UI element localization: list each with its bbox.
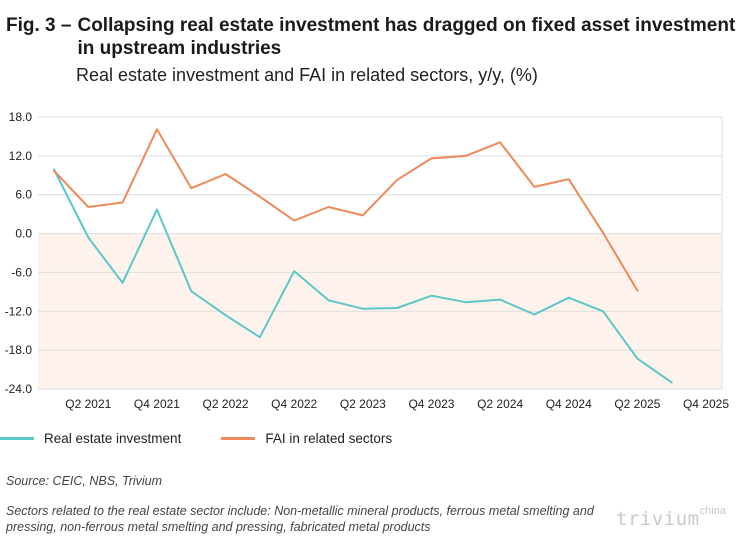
x-tick-label: Q4 2024 — [546, 397, 592, 411]
chart-title: Fig. 3 – Collapsing real estate investme… — [6, 14, 746, 60]
brand-sup: china — [699, 504, 726, 517]
brand-logo: triviumchina — [616, 504, 726, 530]
y-tick-label: -24.0 — [5, 382, 33, 396]
legend-swatch-real-estate — [0, 437, 34, 440]
y-tick-label: 6.0 — [15, 188, 32, 202]
x-tick-label: Q2 2022 — [203, 397, 249, 411]
y-tick-label: 0.0 — [15, 227, 32, 241]
x-tick-label: Q2 2025 — [614, 397, 660, 411]
line-chart: 18.0 12.0 6.0 0.0 -6.0 -12.0 -18.0 -24.0 Q2 202… — [5, 110, 730, 411]
x-tick-label: Q2 2024 — [477, 397, 523, 411]
title-text: Collapsing real estate investment has dr… — [77, 15, 736, 59]
series-line-fai — [53, 128, 639, 292]
x-tick-label: Q2 2023 — [340, 397, 386, 411]
title-block: Fig. 3 – Collapsing real estate investme… — [6, 14, 746, 86]
y-tick-label: 12.0 — [9, 149, 33, 163]
legend: Real estate investment FAI in related se… — [0, 431, 432, 446]
y-axis-ticks: 18.0 12.0 6.0 0.0 -6.0 -12.0 -18.0 -24.0 — [5, 110, 33, 396]
x-tick-label: Q2 2021 — [65, 397, 111, 411]
x-axis-ticks: Q2 2021 Q4 2021 Q2 2022 Q4 2022 Q2 2023 Q4 20… — [65, 397, 729, 411]
y-tick-label: 18.0 — [9, 110, 33, 124]
chart-subtitle: Real estate investment and FAI in relate… — [76, 65, 538, 85]
x-tick-label: Q4 2021 — [134, 397, 180, 411]
grid-lines — [38, 116, 723, 390]
brand-main: trivium — [616, 508, 700, 530]
y-tick-label: -18.0 — [5, 343, 33, 357]
x-tick-label: Q4 2022 — [271, 397, 317, 411]
series-lines — [53, 128, 673, 384]
y-tick-label: -12.0 — [5, 304, 33, 318]
y-tick-label: -6.0 — [11, 265, 32, 279]
sector-definition-note: Sectors related to the real estate secto… — [6, 504, 594, 534]
figure-number: Fig. 3 – — [6, 15, 72, 36]
legend-item-real-estate: Real estate investment — [0, 431, 181, 446]
source-note: Source: CEIC, NBS, Trivium — [6, 474, 163, 488]
legend-item-fai: FAI in related sectors — [221, 431, 392, 446]
legend-swatch-fai — [221, 437, 256, 440]
x-tick-label: Q4 2023 — [408, 397, 454, 411]
legend-label-real-estate: Real estate investment — [44, 431, 182, 446]
legend-label-fai: FAI in related sectors — [265, 431, 393, 446]
x-tick-label: Q4 2025 — [683, 397, 729, 411]
series-line-real-estate — [53, 168, 673, 384]
